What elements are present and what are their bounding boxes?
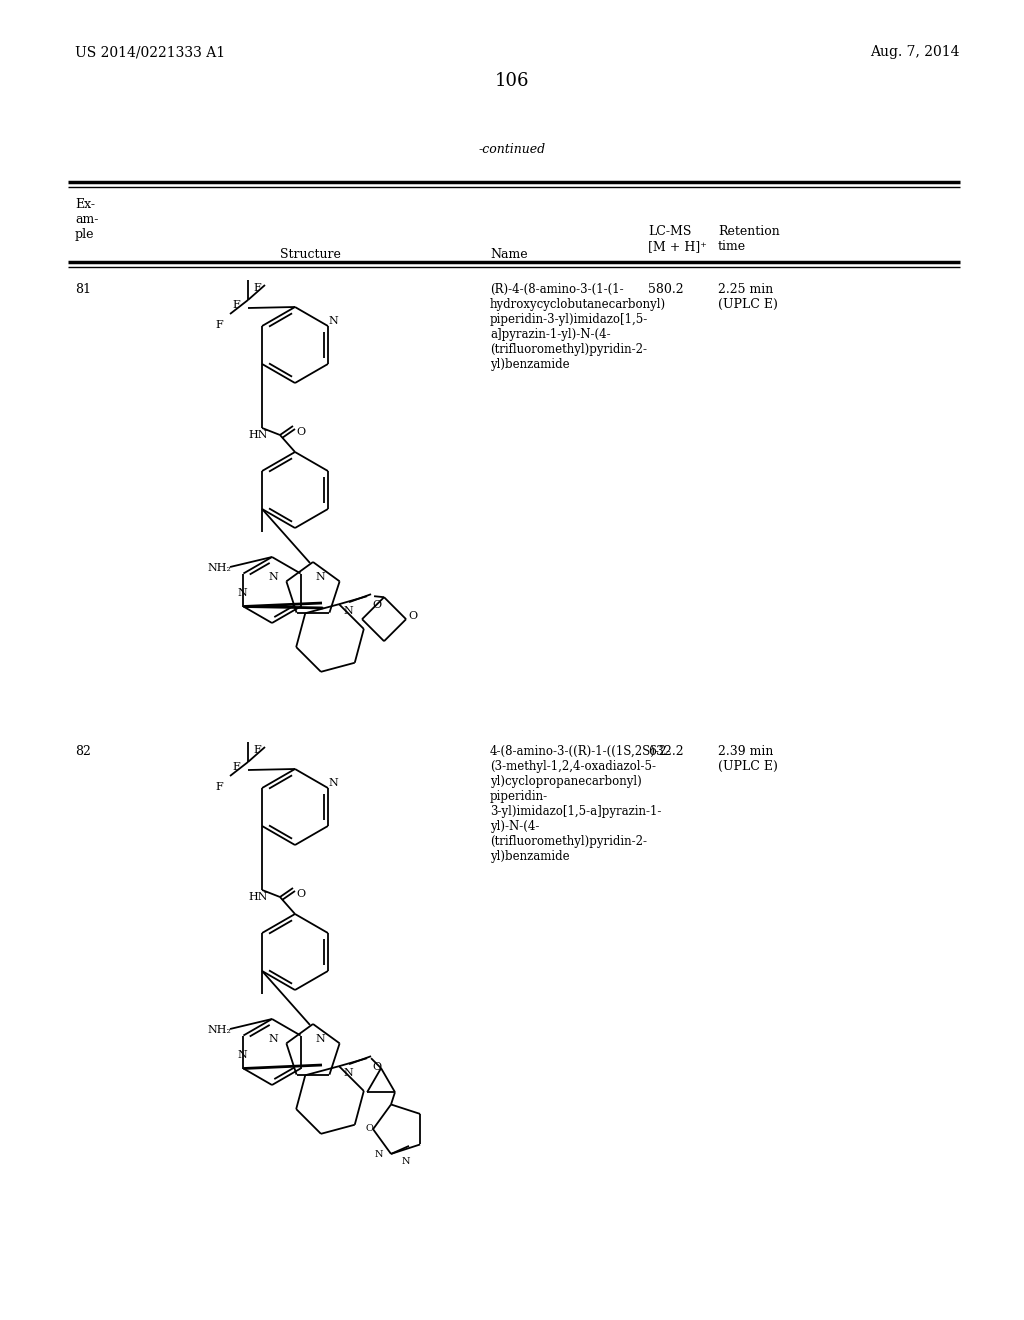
- Text: F: F: [253, 282, 261, 293]
- Text: (R)-4-(8-amino-3-(1-(1-
hydroxycyclobutanecarbonyl)
piperidin-3-yl)imidazo[1,5-
: (R)-4-(8-amino-3-(1-(1- hydroxycyclobuta…: [490, 282, 667, 371]
- Text: NH₂: NH₂: [207, 1026, 230, 1035]
- Text: F: F: [215, 319, 223, 330]
- Text: Structure: Structure: [280, 248, 340, 261]
- Text: Ex-: Ex-: [75, 198, 95, 211]
- Text: am-: am-: [75, 213, 98, 226]
- Text: -continued: -continued: [478, 143, 546, 156]
- Text: 82: 82: [75, 744, 91, 758]
- Text: NH₂: NH₂: [207, 564, 230, 573]
- Text: N: N: [237, 587, 247, 598]
- Text: 106: 106: [495, 73, 529, 90]
- Text: N: N: [375, 1150, 384, 1159]
- Text: N: N: [329, 315, 339, 326]
- Text: O: O: [372, 601, 381, 610]
- Text: O: O: [408, 611, 417, 622]
- Text: 81: 81: [75, 282, 91, 296]
- Text: F: F: [253, 744, 261, 755]
- Text: 2.39 min
(UPLC E): 2.39 min (UPLC E): [718, 744, 778, 774]
- Text: HN: HN: [248, 892, 267, 902]
- Text: O: O: [296, 888, 305, 899]
- Text: O: O: [296, 426, 305, 437]
- Text: N: N: [343, 1068, 352, 1078]
- Text: ple: ple: [75, 228, 94, 242]
- Text: 580.2: 580.2: [648, 282, 684, 296]
- Text: O: O: [372, 1063, 381, 1072]
- Text: F: F: [215, 781, 223, 792]
- Text: N: N: [343, 606, 352, 616]
- Text: US 2014/0221333 A1: US 2014/0221333 A1: [75, 45, 225, 59]
- Text: HN: HN: [248, 430, 267, 440]
- Text: N: N: [315, 1034, 325, 1044]
- Text: 2.25 min
(UPLC E): 2.25 min (UPLC E): [718, 282, 778, 312]
- Text: N: N: [402, 1158, 411, 1166]
- Text: N: N: [329, 777, 339, 788]
- Text: O: O: [366, 1125, 373, 1133]
- Text: N: N: [268, 572, 278, 582]
- Text: N: N: [237, 1049, 247, 1060]
- Text: LC-MS: LC-MS: [648, 224, 691, 238]
- Text: time: time: [718, 240, 746, 253]
- Text: N: N: [268, 1034, 278, 1044]
- Text: N: N: [315, 572, 325, 582]
- Text: Retention: Retention: [718, 224, 779, 238]
- Text: F: F: [232, 300, 240, 310]
- Text: Aug. 7, 2014: Aug. 7, 2014: [870, 45, 961, 59]
- Text: [M + H]⁺: [M + H]⁺: [648, 240, 707, 253]
- Text: F: F: [232, 762, 240, 772]
- Text: 4-(8-amino-3-((R)-1-((1S,2S)-2-
(3-methyl-1,2,4-oxadiazol-5-
yl)cyclopropanecarb: 4-(8-amino-3-((R)-1-((1S,2S)-2- (3-methy…: [490, 744, 672, 863]
- Text: Name: Name: [490, 248, 527, 261]
- Text: 632.2: 632.2: [648, 744, 684, 758]
